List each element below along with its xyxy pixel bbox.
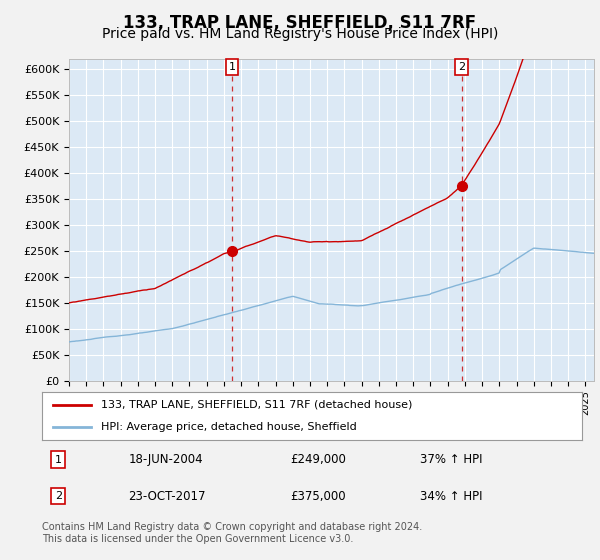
Text: 2: 2: [458, 62, 465, 72]
Text: 133, TRAP LANE, SHEFFIELD, S11 7RF (detached house): 133, TRAP LANE, SHEFFIELD, S11 7RF (deta…: [101, 400, 413, 410]
Text: 133, TRAP LANE, SHEFFIELD, S11 7RF: 133, TRAP LANE, SHEFFIELD, S11 7RF: [124, 14, 476, 32]
Text: £375,000: £375,000: [290, 489, 346, 503]
Text: 2: 2: [55, 491, 62, 501]
Text: Contains HM Land Registry data © Crown copyright and database right 2024.
This d: Contains HM Land Registry data © Crown c…: [42, 522, 422, 544]
Text: 23-OCT-2017: 23-OCT-2017: [128, 489, 206, 503]
Text: 1: 1: [55, 455, 62, 465]
Text: Price paid vs. HM Land Registry's House Price Index (HPI): Price paid vs. HM Land Registry's House …: [102, 27, 498, 41]
Text: 18-JUN-2004: 18-JUN-2004: [128, 453, 203, 466]
Text: HPI: Average price, detached house, Sheffield: HPI: Average price, detached house, Shef…: [101, 422, 357, 432]
Text: £249,000: £249,000: [290, 453, 346, 466]
Text: 37% ↑ HPI: 37% ↑ HPI: [420, 453, 482, 466]
Text: 1: 1: [229, 62, 235, 72]
Text: 34% ↑ HPI: 34% ↑ HPI: [420, 489, 482, 503]
